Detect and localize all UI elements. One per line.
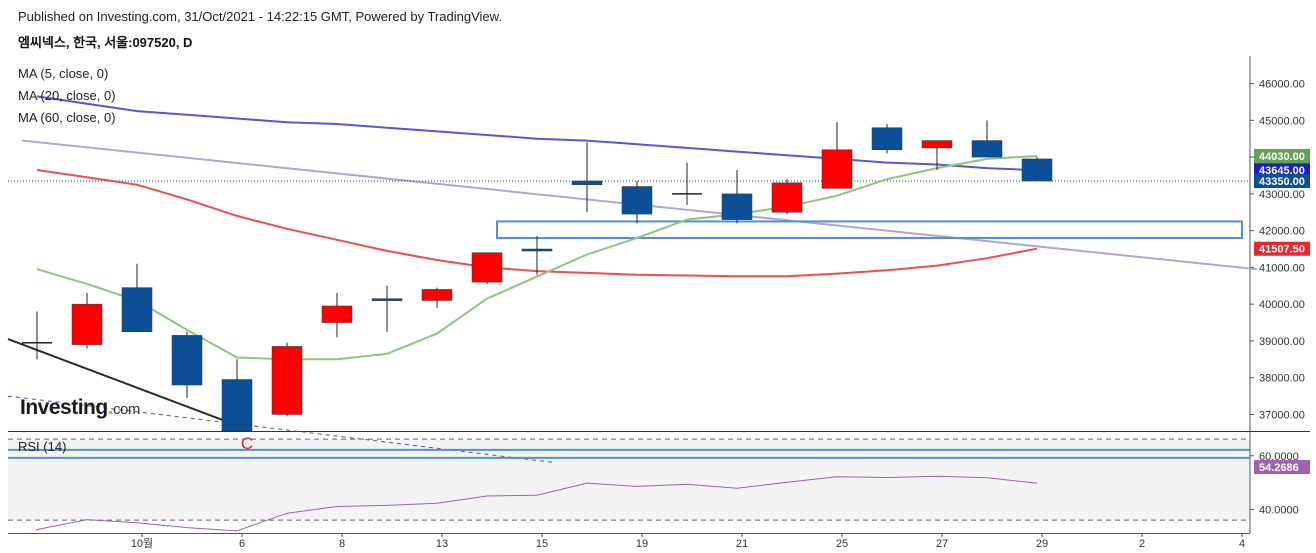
candle-body	[421, 289, 453, 301]
price-tick-label: 39000.00	[1259, 336, 1305, 348]
price-tick-label: 43000.00	[1259, 189, 1305, 201]
time-tick-label: 6	[239, 538, 245, 550]
candle-body	[121, 287, 153, 332]
price-badge-bg	[1254, 174, 1310, 188]
logo-suffix: com	[113, 401, 140, 418]
time-tick-label: 19	[636, 538, 648, 550]
candle-body	[621, 186, 653, 215]
price-tick-label: 41000.00	[1259, 262, 1305, 274]
time-tick-label: 27	[936, 538, 948, 550]
candle-body	[871, 127, 903, 150]
candle-body	[471, 252, 503, 283]
price-tick-label: 45000.00	[1259, 115, 1305, 127]
time-tick-label: 13	[436, 538, 448, 550]
ma20-legend[interactable]: MA (20, close, 0)	[18, 88, 116, 103]
ma60-legend[interactable]: MA (60, close, 0)	[18, 110, 116, 125]
price-tick-label: 46000.00	[1259, 79, 1305, 91]
rsi-legend[interactable]: RSI (14)	[18, 439, 67, 454]
candle-body	[1021, 158, 1053, 182]
time-tick-label: 10월	[131, 537, 153, 550]
price-tick-label: 40000.00	[1259, 299, 1305, 311]
price-tick-label: 38000.00	[1259, 373, 1305, 385]
rsi-line	[35, 475, 1038, 532]
candle-body	[171, 335, 203, 386]
candle-body	[571, 180, 603, 185]
support-zone-box	[496, 220, 1243, 239]
time-tick-label: 25	[836, 538, 848, 550]
candle-body	[521, 248, 553, 252]
candle-body	[721, 193, 753, 220]
time-tick-label: 2	[1139, 538, 1145, 550]
time-tick-label: 15	[536, 538, 548, 550]
rsi-badge-bg	[1254, 460, 1310, 475]
time-tick-label: 8	[339, 538, 345, 550]
rsi-tick-label: 60.0000	[1259, 451, 1299, 463]
rsi-badge-label: 54.2686	[1259, 462, 1299, 474]
candle-body	[71, 303, 103, 345]
price-axis: 46000.0045000.0044000.0043000.0042000.00…	[1250, 79, 1305, 516]
price-badge-bg	[1254, 241, 1310, 256]
candle-body	[22, 342, 52, 344]
rsi-band	[8, 439, 1250, 521]
logo-main: Investing	[20, 396, 108, 419]
ma60-line	[36, 95, 1038, 172]
trend-line-dark	[7, 338, 248, 431]
chart-frame	[8, 56, 1310, 534]
candle-body	[371, 298, 403, 301]
investing-logo: Investing.com	[20, 396, 140, 420]
symbol-title: 엠씨넥스, 한국, 서울:097520, D	[18, 35, 193, 50]
logo-dot-icon: .	[107, 396, 114, 419]
candle-body	[672, 193, 702, 195]
price-tick-label: 42000.00	[1259, 226, 1305, 238]
price-badge-bg	[1254, 149, 1310, 163]
candle-body	[921, 140, 953, 149]
ma5-line	[36, 155, 1038, 361]
candle-body	[221, 379, 253, 432]
time-tick-label: 29	[1036, 538, 1048, 550]
candle-body	[321, 305, 353, 323]
price-tick-label: 37000.00	[1259, 409, 1305, 421]
rsi-tick-label: 40.0000	[1259, 504, 1299, 516]
published-caption: Published on Investing.com, 31/Oct/2021 …	[18, 9, 502, 24]
candle-body	[771, 182, 803, 213]
rsi-background-band	[8, 439, 1250, 521]
price-badge-label: 41507.50	[1259, 244, 1305, 256]
price-badge-label: 44030.00	[1259, 151, 1305, 163]
time-tick-label: 4	[1239, 538, 1245, 550]
candle-body	[271, 346, 303, 415]
price-badge-bg	[1254, 163, 1310, 178]
ma5-legend[interactable]: MA (5, close, 0)	[18, 66, 109, 81]
candles	[22, 120, 1053, 432]
candle-body	[971, 140, 1003, 158]
rsi-panel	[8, 438, 1250, 532]
time-axis: 10월 6 8 13 15 19 21 25 27 29 2 4	[131, 533, 1245, 550]
candle-body	[821, 149, 853, 189]
price-badge-label: 43350.00	[1259, 176, 1305, 188]
time-tick-label: 21	[736, 538, 748, 550]
trend-line-dashed	[7, 395, 553, 463]
